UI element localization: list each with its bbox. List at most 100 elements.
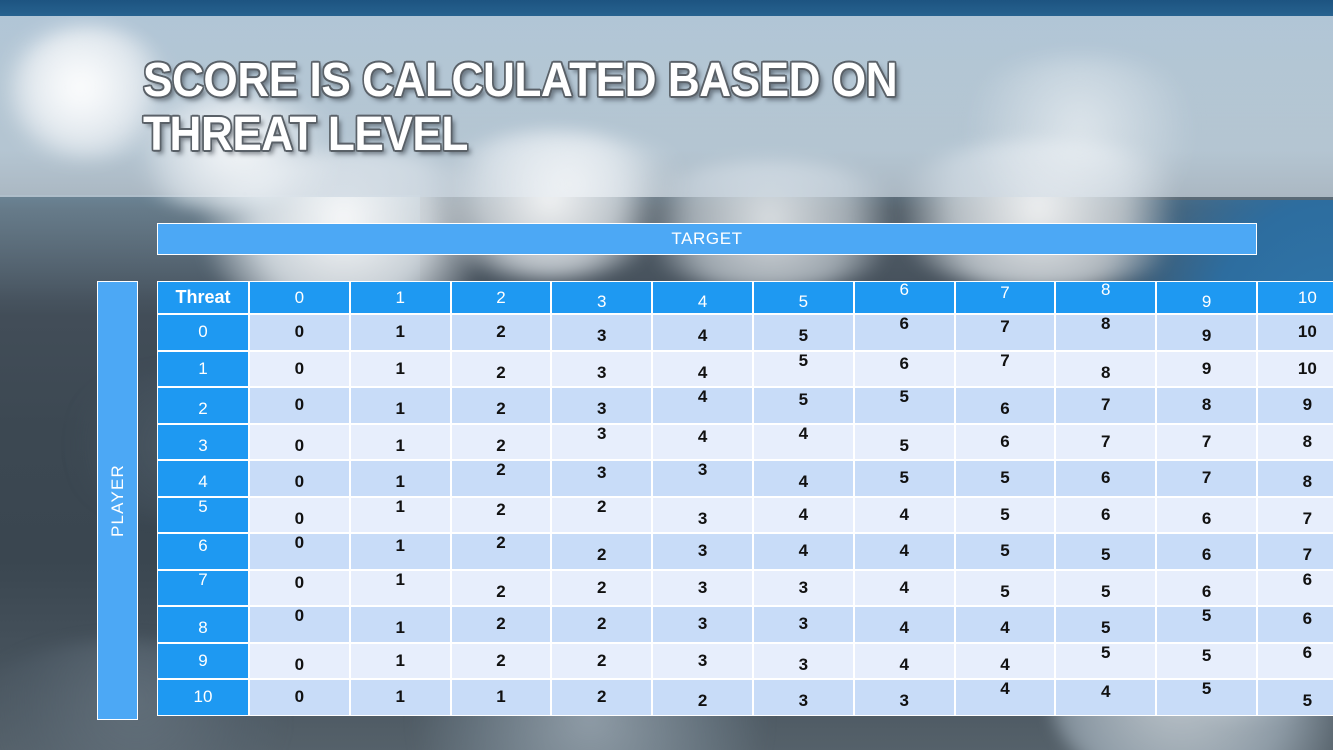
score-cell-1-7: 7 [954,350,1056,387]
score-value: 3 [697,460,708,480]
column-header-label: 5 [798,291,809,311]
score-value: 3 [597,463,607,483]
score-matrix-table: Threat 0 1 2 3 4 5 6 7 8 9 10 0 0 1 2 3 4 5 6 7 8 9 10 1 0 1 2 3 4 5 6… [157,280,1333,716]
score-cell-4-5: 4 [752,460,854,497]
score-cell-2-4: 4 [652,387,753,424]
score-value: 3 [597,399,607,419]
row-header-0: 0 [157,314,249,351]
score-cell-4-2: 2 [450,460,552,497]
score-cell-10-9: 5 [1156,679,1257,716]
score-cell-4-7: 5 [954,460,1056,497]
score-cell-4-0: 0 [249,460,350,497]
score-value: 6 [1201,508,1212,528]
score-cell-5-9: 6 [1156,496,1257,533]
score-value: 1 [395,569,405,589]
score-cell-4-9: 7 [1156,460,1257,497]
row-header-label: 5 [198,496,208,516]
score-cell-3-0: 0 [249,423,350,460]
score-cell-7-7: 5 [954,569,1056,606]
score-cell-1-10: 10 [1256,350,1333,387]
score-value: 2 [697,691,708,711]
score-cell-8-7: 4 [954,606,1056,643]
score-value: 1 [395,322,405,342]
score-cell-0-0: 0 [249,314,350,351]
score-cell-9-5: 3 [752,642,854,679]
score-cell-2-8: 7 [1055,387,1157,424]
score-value: 6 [1000,431,1010,451]
score-cell-6-5: 4 [752,533,854,570]
score-cell-4-4: 3 [652,460,753,497]
score-cell-6-1: 1 [349,533,451,570]
score-value: 5 [1000,468,1010,488]
score-value: 9 [1302,395,1313,415]
score-value: 1 [395,496,405,516]
score-value: 10 [1297,322,1317,342]
row-header-8: 8 [157,606,249,643]
score-value: 5 [798,350,809,370]
score-value: 6 [1302,609,1313,629]
score-cell-1-2: 2 [450,350,552,387]
score-value: 4 [1000,679,1010,699]
score-cell-9-0: 0 [249,642,350,679]
score-value: 3 [697,541,708,561]
score-value: 8 [1101,362,1111,382]
score-value: 0 [294,472,305,492]
table-row: 7 0 1 2 2 3 3 4 5 5 6 6 [157,569,1333,606]
score-cell-9-1: 1 [349,642,451,679]
score-cell-5-7: 5 [954,496,1056,533]
score-value: 0 [294,395,305,415]
score-cell-7-6: 4 [853,569,955,606]
score-value: 4 [899,654,909,674]
score-cell-10-8: 4 [1055,679,1157,716]
page-title: Score is calculated based on threat leve… [143,54,898,161]
score-cell-1-9: 9 [1156,350,1257,387]
row-header-label: 7 [198,569,208,589]
score-cell-9-8: 5 [1055,642,1157,679]
score-value: 5 [1201,679,1212,699]
score-cell-7-5: 3 [752,569,854,606]
score-value: 8 [1302,472,1313,492]
score-cell-10-1: 1 [349,679,451,716]
score-cell-6-8: 5 [1055,533,1157,570]
score-value: 0 [294,533,305,553]
row-header-label: 6 [198,536,208,556]
score-value: 1 [395,472,405,492]
row-header-4: 4 [157,460,249,497]
score-cell-8-8: 5 [1055,606,1157,643]
row-header-10: 10 [157,679,249,716]
row-header-label: 8 [198,618,208,638]
score-value: 6 [1302,569,1313,589]
column-header-0: 0 [249,281,350,314]
score-cell-3-6: 5 [853,423,955,460]
table-row: 6 0 1 2 2 3 4 4 5 5 6 7 [157,533,1333,570]
score-cell-9-2: 2 [450,642,552,679]
table-row: 3 0 1 2 3 4 4 5 6 7 7 8 [157,423,1333,460]
row-header-9: 9 [157,642,249,679]
score-cell-6-10: 7 [1256,533,1333,570]
score-value: 4 [1000,618,1010,638]
score-value: 2 [496,650,506,670]
score-cell-3-7: 6 [954,423,1056,460]
score-value: 0 [294,508,305,528]
score-cell-7-2: 2 [450,569,552,606]
score-cell-0-9: 9 [1156,314,1257,351]
score-value: 0 [294,322,305,342]
score-cell-0-4: 4 [652,314,753,351]
column-header-label: 9 [1201,291,1212,311]
score-value: 7 [1302,545,1313,565]
score-value: 2 [496,614,506,634]
score-value: 3 [899,691,909,711]
score-value: 4 [697,426,708,446]
score-value: 7 [1302,508,1313,528]
score-cell-8-5: 3 [752,606,854,643]
score-cell-3-2: 2 [450,423,552,460]
column-header-2: 2 [450,281,552,314]
score-value: 3 [597,362,607,382]
row-header-1: 1 [157,350,249,387]
score-value: 4 [697,362,708,382]
score-value: 5 [1000,504,1010,524]
score-cell-1-4: 4 [652,350,753,387]
score-cell-10-5: 3 [752,679,854,716]
score-cell-2-5: 5 [752,387,854,424]
title-banner: Score is calculated based on threat leve… [0,16,1333,197]
